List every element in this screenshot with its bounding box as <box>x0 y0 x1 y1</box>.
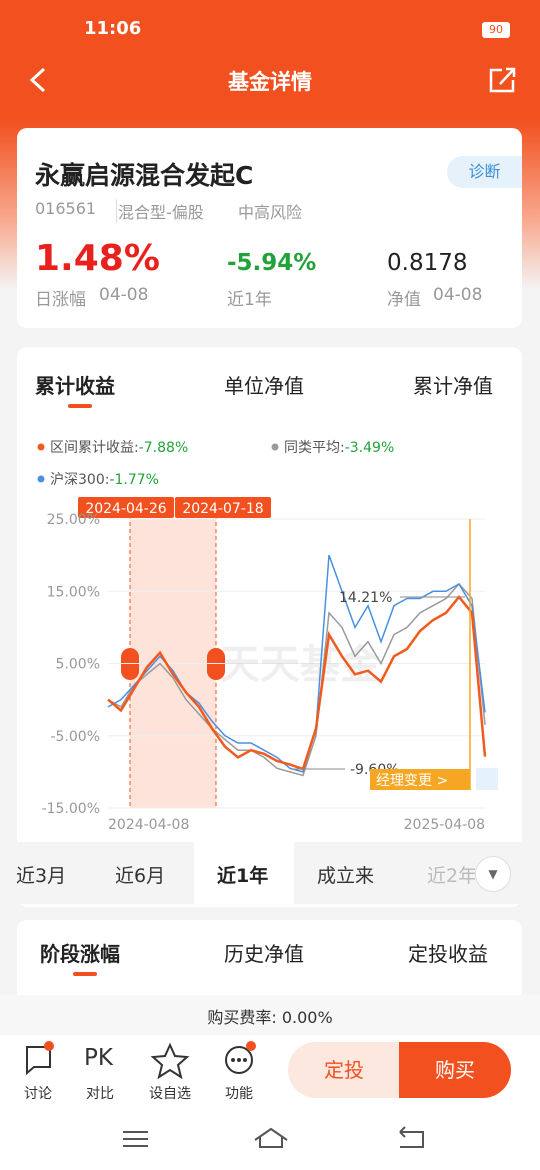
legend-text: 沪深300:-1.77% <box>50 472 159 488</box>
y-tick-label: -5.00% <box>50 729 100 745</box>
nav-menu[interactable] <box>123 1131 148 1147</box>
period[interactable]: 近6月 <box>115 865 166 887</box>
header-icons <box>29 67 516 93</box>
legend-text: 区间累计收益:-7.88% <box>50 440 188 456</box>
legend-text: 同类平均:-3.49% <box>284 440 394 456</box>
legend-name: 区间累计收益: <box>50 440 139 456</box>
section-tab[interactable]: 历史净值 <box>224 942 304 966</box>
func-icon[interactable] <box>225 1046 253 1074</box>
fee: 购买费率: 0.00% <box>207 1008 333 1027</box>
status-time: 11:06 <box>84 18 142 39</box>
section-tab[interactable]: 阶段涨幅 <box>40 942 120 966</box>
back[interactable] <box>29 67 46 93</box>
nav-home[interactable] <box>254 1127 288 1148</box>
toolbar-label[interactable]: 功能 <box>225 1086 253 1102</box>
battery: 90 <box>482 22 510 38</box>
section-tab[interactable]: 定投收益 <box>408 942 488 966</box>
marker-label-bg <box>78 497 174 518</box>
legend-dot <box>37 443 45 451</box>
legend-change: -3.49% <box>345 440 395 456</box>
fee-bar <box>0 995 540 1035</box>
toolbar-icons <box>26 1041 424 1148</box>
stat-value: 1.48% <box>35 238 160 279</box>
chart-tab[interactable]: 单位净值 <box>224 374 304 398</box>
marker-label: 2024-04-26 <box>85 501 166 517</box>
stat-label: 日涨幅 <box>35 290 86 310</box>
button-plan[interactable]: 定投 <box>288 1042 400 1098</box>
legend-change: -7.88% <box>139 440 189 456</box>
expand-icon[interactable] <box>476 768 498 790</box>
stat-label: 近1年 <box>227 290 272 310</box>
share[interactable] <box>489 67 516 93</box>
tab-underline <box>73 972 97 976</box>
nav-bar <box>123 1126 424 1148</box>
y-tick-label: 15.00% <box>47 584 100 600</box>
legend-dot <box>37 475 45 483</box>
fund-card <box>17 128 522 328</box>
legend-change: -1.77% <box>109 472 159 488</box>
chart-tab[interactable]: 累计净值 <box>413 374 493 398</box>
series-line <box>107 582 486 777</box>
period[interactable]: 成立来 <box>317 865 375 887</box>
badge <box>246 1041 256 1051</box>
fund-code: 016561 <box>35 199 97 218</box>
fund-name: 永赢启源混合发起C <box>35 161 254 190</box>
marker-label: 2024-07-18 <box>182 501 263 517</box>
period-more[interactable]: ▼ <box>475 856 511 892</box>
period[interactable]: 近2年 <box>427 865 475 887</box>
stat-date: 04-08 <box>99 285 149 305</box>
legend-name: 同类平均: <box>284 440 345 456</box>
annotation: 14.21% <box>339 590 392 606</box>
watermark: 天天基金 <box>220 642 381 688</box>
legend-dot <box>271 443 279 451</box>
toolbar-icon[interactable]: PK <box>84 1045 113 1071</box>
fund-category: 混合型-偏股 <box>116 199 204 223</box>
manager-button-bg[interactable] <box>370 769 470 790</box>
star-icon[interactable] <box>150 1042 190 1080</box>
toolbar-label[interactable]: 讨论 <box>24 1086 52 1102</box>
chart: 区间累计收益:-7.88% 同类平均:-3.49% 沪深300:-1.77% 2024… <box>37 440 498 833</box>
stat-value: -5.94% <box>227 250 317 276</box>
header-title: 基金详情 <box>228 70 312 94</box>
toolbar-label[interactable]: 设自选 <box>149 1086 191 1102</box>
period[interactable]: 近3月 <box>16 865 67 887</box>
tag[interactable]: 诊断 <box>447 156 522 188</box>
legend-name: 沪深300: <box>50 472 109 488</box>
stat-value: 0.8178 <box>387 250 468 276</box>
badge <box>44 1041 54 1051</box>
marker-label-bg <box>175 497 271 518</box>
y-tick-label: -15.00% <box>42 801 100 817</box>
fund-risk: 中高风险 <box>238 203 303 222</box>
tab-underline <box>68 404 92 408</box>
series-line <box>107 595 487 771</box>
nav-back[interactable] <box>399 1126 424 1148</box>
button-buy[interactable]: 购买 <box>399 1042 511 1098</box>
chart-tab[interactable]: 累计收益 <box>35 374 115 398</box>
manager-button: 经理变更 > <box>376 773 448 789</box>
stat-date: 04-08 <box>433 285 483 305</box>
period-selected <box>194 842 294 904</box>
x-label: 2025-04-08 <box>404 817 485 833</box>
y-tick-label: 25.00% <box>47 512 100 528</box>
y-tick-label: 5.00% <box>56 657 100 673</box>
x-label: 2024-04-08 <box>108 817 189 833</box>
chart-card <box>17 347 522 907</box>
toolbar-label[interactable]: 对比 <box>86 1086 114 1102</box>
discuss-icon[interactable] <box>26 1046 51 1076</box>
period[interactable]: 近1年 <box>217 865 269 887</box>
stat-label: 净值 <box>387 290 421 310</box>
